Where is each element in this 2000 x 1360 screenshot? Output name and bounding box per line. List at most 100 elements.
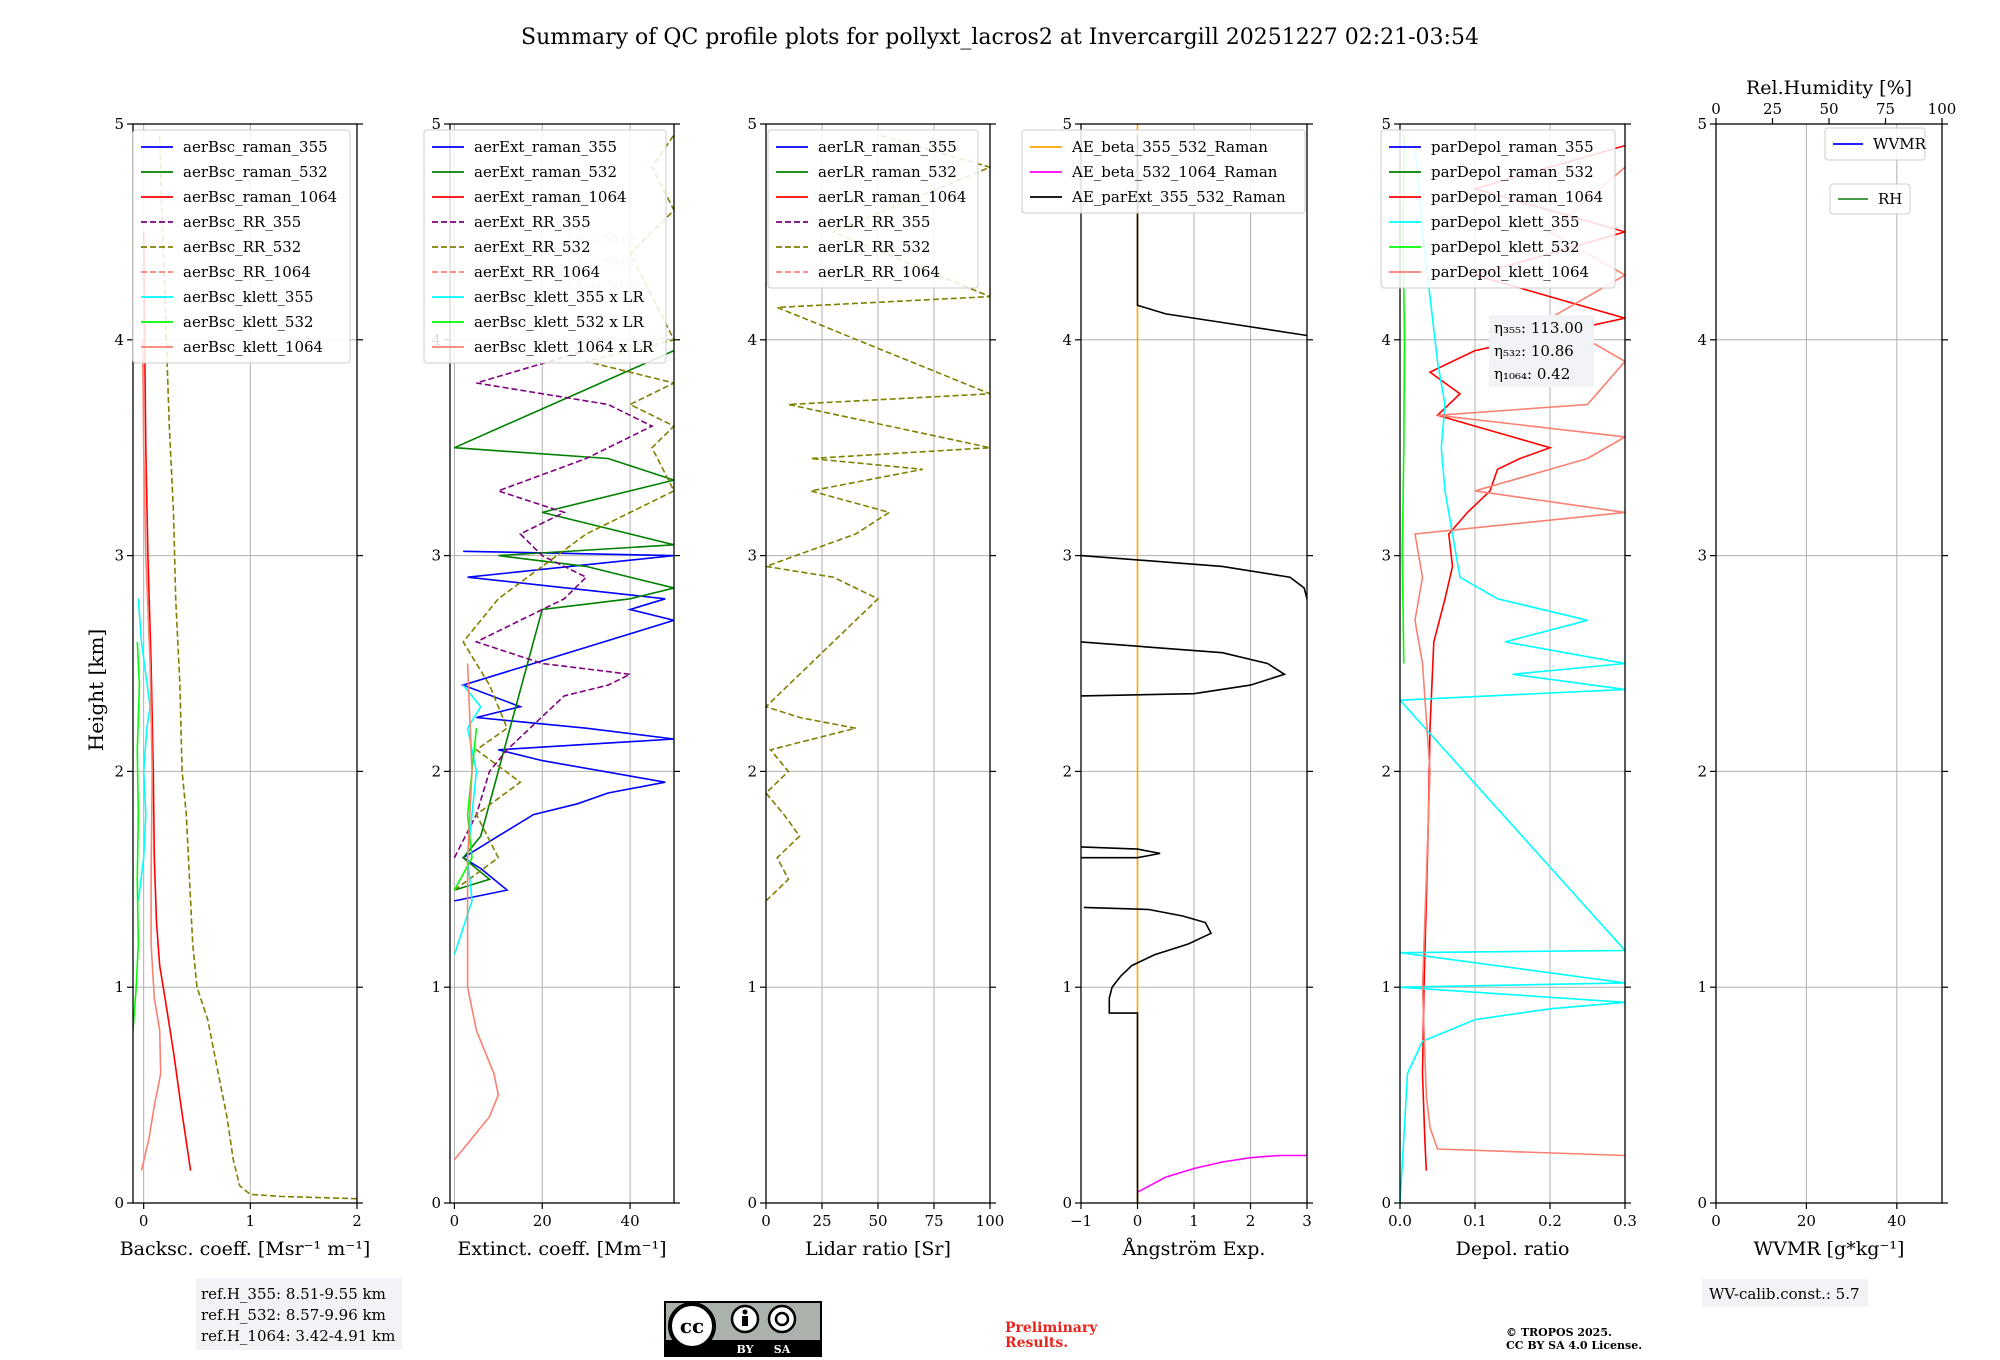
- ref-height-532: ref.H_532: 8.57-9.96 km: [201, 1306, 386, 1324]
- y-tick-label: 1: [431, 978, 441, 996]
- series-aerlr-rr-532: [766, 134, 990, 902]
- legend-label-aerbsc-klett-1064: aerBsc_klett_1064: [183, 338, 323, 356]
- legend-box: [767, 129, 979, 289]
- annotation-text: η₅₃₂: 10.86: [1494, 342, 1574, 360]
- legend-label-aerbsc-raman-1064: aerBsc_raman_1064: [183, 188, 337, 206]
- series-aerext-raman-532: [454, 349, 674, 891]
- cc-license-badge: cc BY SA: [664, 1301, 822, 1357]
- top-x-tick-label: 25: [1763, 100, 1782, 118]
- y-tick-label: 0: [1381, 1194, 1391, 1212]
- axes-frame: [1399, 123, 1626, 1204]
- legend-label-aerbsc-raman-532: aerBsc_raman_532: [183, 163, 328, 181]
- x-axis-label: Lidar ratio [Sr]: [805, 1238, 951, 1260]
- y-tick-label: 1: [1062, 978, 1072, 996]
- preliminary-results-line2: Results.: [1005, 1335, 1068, 1351]
- y-tick-label: 0: [747, 1194, 757, 1212]
- y-tick-label: 0: [1062, 1194, 1072, 1212]
- x-tick-label: 20: [533, 1212, 552, 1230]
- axes-frame: [449, 123, 675, 1204]
- series-aerbsc-klett-532-x-lr: [453, 728, 478, 891]
- legend-box: [1021, 129, 1306, 214]
- x-axis-label: Backsc. coeff. [Msr⁻¹ m⁻¹]: [120, 1238, 371, 1260]
- y-tick-label: 4: [1062, 331, 1072, 349]
- x-tick-label: −1: [1070, 1212, 1092, 1230]
- figure-title: Summary of QC profile plots for pollyxt_…: [521, 25, 1479, 50]
- x-tick-label: 0.0: [1388, 1212, 1412, 1230]
- legend-box: [423, 129, 667, 364]
- legend-box: [1380, 129, 1616, 289]
- legend: AE_beta_355_532_Raman AE_beta_532_1064_Ra…: [1021, 129, 1306, 214]
- x-tick-label: 20: [1797, 1212, 1816, 1230]
- attribution-icon-head: [742, 1309, 748, 1315]
- x-tick-label: 100: [976, 1212, 1005, 1230]
- x-tick-label: 25: [812, 1212, 831, 1230]
- panels: 0 1 2 3 4 5 0 1 2 Backsc. coeff. [Msr⁻¹ m⁻¹] aerBs…: [114, 77, 1956, 1260]
- x-tick-label: 1: [1189, 1212, 1199, 1230]
- legend-label-aerbsc-rr-1064: aerBsc_RR_1064: [183, 263, 311, 281]
- x-tick-label: 0: [139, 1212, 149, 1230]
- series-group: [133, 134, 357, 1200]
- x-tick-label: 3: [1302, 1212, 1312, 1230]
- y-tick-label: 3: [1062, 547, 1072, 565]
- series-group: [766, 134, 990, 902]
- y-tick-label: 2: [747, 762, 757, 780]
- legend-label-aerext-raman-532: aerExt_raman_532: [474, 163, 617, 181]
- series-aerbsc-klett-1064: [140, 339, 162, 1171]
- legend-label: RH: [1878, 190, 1902, 208]
- series-pardepol-klett-355: [1400, 145, 1625, 1203]
- series-aerbsc-klett-355: [137, 598, 151, 901]
- y-tick-label: 5: [1062, 115, 1072, 133]
- license-sa-label: SA: [774, 1343, 791, 1356]
- y-tick-label: 3: [431, 547, 441, 565]
- legend-label-pardepol-raman-355: parDepol_raman_355: [1431, 138, 1594, 156]
- y-tick-label: 4: [1697, 331, 1707, 349]
- x-axis-label: Ångström Exp.: [1122, 1238, 1266, 1260]
- series-group: [1400, 134, 1625, 1203]
- series-aerbsc-klett-1064-x-lr: [453, 663, 500, 1161]
- y-tick-label: 2: [1062, 762, 1072, 780]
- legend-label-aerlr-rr-532: aerLR_RR_532: [818, 238, 930, 256]
- panel-bsc: 0 1 2 3 4 5 0 1 2 Backsc. coeff. [Msr⁻¹ m⁻¹] aerBs…: [114, 115, 370, 1260]
- legend-label-pardepol-raman-1064: parDepol_raman_1064: [1431, 188, 1603, 206]
- y-tick-label: 3: [114, 547, 124, 565]
- x-tick-label: 0: [761, 1212, 771, 1230]
- legend-label-aerbsc-klett-532: aerBsc_klett_532: [183, 313, 314, 331]
- x-axis-label: WVMR [g*kg⁻¹]: [1754, 1238, 1905, 1260]
- x-tick-label: 0.3: [1613, 1212, 1637, 1230]
- series-aerbsc-rr-532: [158, 134, 357, 1200]
- legend-label-aerlr-raman-532: aerLR_raman_532: [818, 163, 957, 181]
- wv-calibration-box: WV-calib.const.: 5.7: [1702, 1279, 1868, 1307]
- y-tick-label: 2: [114, 762, 124, 780]
- series-ae-beta-532-1064-raman: [1137, 1154, 1307, 1193]
- top-axis-label: Rel.Humidity [%]: [1746, 77, 1912, 99]
- top-x-tick-label: 75: [1876, 100, 1895, 118]
- y-tick-label: 3: [1697, 547, 1707, 565]
- legend-label-aerlr-raman-1064: aerLR_raman_1064: [818, 188, 966, 206]
- x-axis-label: Extinct. coeff. [Mm⁻¹]: [457, 1238, 666, 1260]
- legend-label-aerlr-raman-355: aerLR_raman_355: [818, 138, 957, 156]
- y-tick-label: 0: [1697, 1194, 1707, 1212]
- y-tick-label: 2: [431, 762, 441, 780]
- series-ae-parext-355-532-raman-seg4: [1081, 554, 1307, 600]
- x-tick-label: 0: [1133, 1212, 1143, 1230]
- x-tick-label: 40: [1887, 1212, 1906, 1230]
- legend-label-ae-beta-355-532-raman: AE_beta_355_532_Raman: [1071, 138, 1268, 156]
- legend-label-ae-beta-532-1064-raman: AE_beta_532_1064_Raman: [1071, 163, 1278, 181]
- legend-label-ae-parext-355-532-raman: AE_parExt_355_532_Raman: [1071, 188, 1286, 206]
- legend-label-aerext-raman-1064: aerExt_raman_1064: [474, 188, 627, 206]
- panel-depol: 0 1 2 3 4 5 0.0 0.1 0.2 0.3 Depol. ratio η₃₅₅: 113.…: [1380, 115, 1637, 1260]
- annotation-group: η₃₅₅: 113.00 η₅₃₂: 10.86 η₁₀₆₄: 0.42: [1489, 315, 1594, 387]
- reference-height-box: ref.H_355: 8.51-9.55 km ref.H_532: 8.57-…: [196, 1278, 402, 1350]
- x-tick-label: 0: [1711, 1212, 1721, 1230]
- series-aerbsc-klett-532: [133, 641, 141, 1031]
- y-tick-label: 4: [114, 331, 124, 349]
- wv-calibration-constant: WV-calib.const.: 5.7: [1709, 1285, 1860, 1303]
- cc-logo-icon: [668, 1302, 716, 1350]
- x-tick-label: 2: [1246, 1212, 1256, 1230]
- y-tick-label: 5: [1381, 115, 1391, 133]
- series-ae-parext-355-532-raman-seg5: [1136, 134, 1307, 337]
- attribution-icon-body: [742, 1316, 748, 1326]
